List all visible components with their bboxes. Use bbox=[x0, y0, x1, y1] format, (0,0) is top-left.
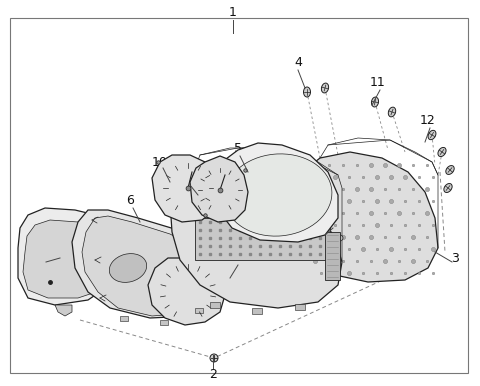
Ellipse shape bbox=[109, 254, 147, 283]
Ellipse shape bbox=[372, 97, 379, 107]
Text: 10: 10 bbox=[152, 156, 168, 169]
Ellipse shape bbox=[444, 183, 452, 193]
Text: 12: 12 bbox=[420, 113, 436, 127]
Bar bbox=[120, 316, 128, 321]
Bar bbox=[160, 320, 168, 325]
Ellipse shape bbox=[428, 130, 436, 140]
Ellipse shape bbox=[320, 227, 330, 234]
Bar bbox=[300, 212, 307, 217]
Bar bbox=[300, 220, 307, 225]
Polygon shape bbox=[55, 305, 72, 316]
Text: 3: 3 bbox=[451, 252, 459, 264]
Bar bbox=[300, 228, 307, 233]
Text: 7: 7 bbox=[38, 252, 46, 264]
Bar bbox=[295, 304, 305, 310]
Bar bbox=[210, 302, 220, 308]
Polygon shape bbox=[148, 258, 225, 325]
Ellipse shape bbox=[322, 83, 329, 93]
Text: 11: 11 bbox=[370, 76, 386, 88]
Polygon shape bbox=[170, 168, 342, 308]
Bar bbox=[300, 188, 307, 193]
Bar bbox=[325, 232, 340, 280]
Text: 9: 9 bbox=[326, 215, 334, 229]
Text: 5: 5 bbox=[234, 142, 242, 154]
Ellipse shape bbox=[388, 107, 396, 117]
Text: 4: 4 bbox=[294, 56, 302, 68]
Ellipse shape bbox=[165, 265, 191, 285]
Polygon shape bbox=[72, 210, 222, 318]
Ellipse shape bbox=[438, 147, 446, 157]
Bar bbox=[300, 236, 307, 241]
Bar bbox=[195, 308, 203, 313]
Text: 8: 8 bbox=[184, 171, 192, 185]
Polygon shape bbox=[152, 155, 218, 222]
Text: 1: 1 bbox=[229, 5, 237, 19]
Polygon shape bbox=[298, 152, 438, 282]
Ellipse shape bbox=[446, 166, 454, 174]
Text: 13: 13 bbox=[220, 266, 236, 279]
Text: 2: 2 bbox=[209, 369, 217, 381]
Ellipse shape bbox=[333, 235, 343, 242]
Bar bbox=[252, 308, 262, 314]
Polygon shape bbox=[190, 156, 248, 222]
Ellipse shape bbox=[320, 244, 330, 252]
Bar bbox=[195, 218, 330, 260]
Bar bbox=[238, 182, 250, 204]
Bar bbox=[220, 185, 235, 210]
Bar bbox=[198, 188, 216, 216]
Text: 6: 6 bbox=[126, 193, 134, 207]
Ellipse shape bbox=[224, 154, 332, 236]
Polygon shape bbox=[82, 216, 213, 316]
Bar bbox=[300, 196, 307, 201]
Ellipse shape bbox=[210, 354, 218, 362]
Ellipse shape bbox=[303, 87, 311, 97]
Polygon shape bbox=[23, 220, 118, 298]
Polygon shape bbox=[215, 143, 338, 242]
Bar bbox=[300, 204, 307, 209]
Polygon shape bbox=[18, 208, 126, 305]
